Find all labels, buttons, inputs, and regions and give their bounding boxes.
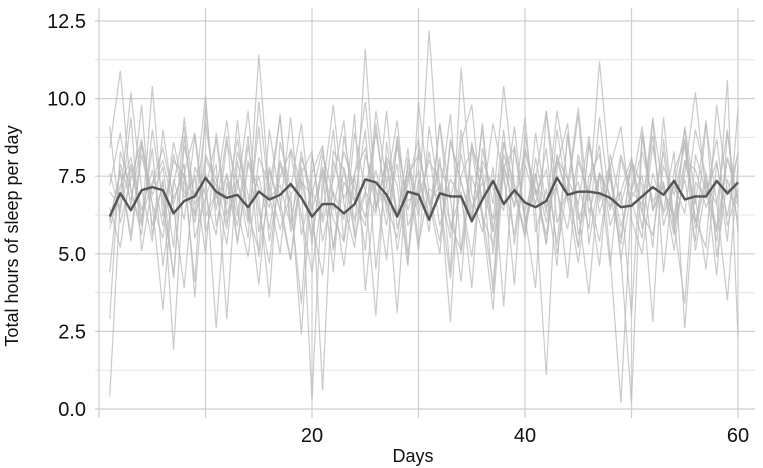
individual-series-line-7	[109, 110, 739, 403]
y-axis-title: Total hours of sleep per day	[2, 125, 22, 346]
y-tick-labels: 0.0 2.5 5.0 7.5 10.0 12.5	[47, 11, 86, 421]
x-tick-label: 40	[514, 425, 536, 447]
mean-series-line	[108, 176, 739, 223]
y-tick-label: 7.5	[58, 166, 86, 188]
y-tick-label: 2.5	[58, 321, 86, 343]
x-axis-title: Days	[392, 446, 433, 466]
x-tick-label: 60	[727, 425, 749, 447]
y-tick-label: 10.0	[47, 89, 86, 111]
individual-series-line-5	[109, 114, 739, 335]
y-tick-label: 0.0	[58, 399, 86, 421]
y-tick-label: 5.0	[58, 244, 86, 266]
series-layer	[108, 30, 739, 403]
x-tick-labels: 20 40 60	[301, 425, 749, 447]
y-tick-label: 12.5	[47, 11, 86, 33]
individual-series-line-10	[109, 117, 739, 329]
individual-series-line-12	[109, 101, 739, 254]
x-tick-label: 20	[301, 425, 323, 447]
individual-series-line-6	[109, 104, 739, 288]
